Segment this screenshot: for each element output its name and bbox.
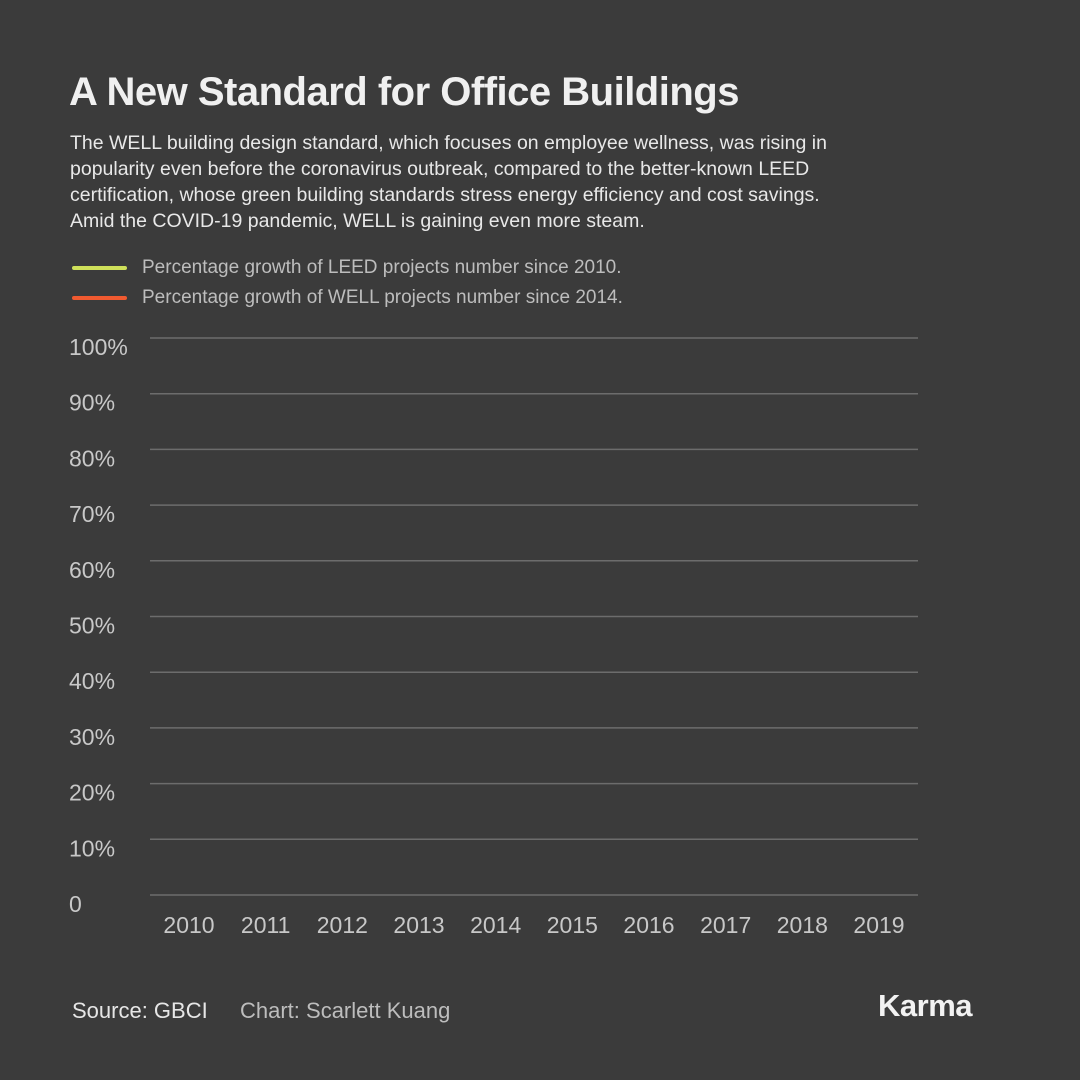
x-tick-label: 2014 xyxy=(470,912,521,938)
y-axis-ticks: 0 10% 20% 30% 40% 50% 60% 70% 80% 90% 100% xyxy=(69,334,128,917)
x-tick-label: 2016 xyxy=(623,912,674,938)
y-tick-label: 40% xyxy=(69,668,115,694)
subtitle-line: popularity even before the coronavirus o… xyxy=(70,158,810,180)
legend-item-leed: Percentage growth of LEED projects numbe… xyxy=(72,256,622,280)
legend-swatch-leed xyxy=(72,266,127,270)
y-tick-label: 90% xyxy=(69,390,115,416)
y-tick-label: 30% xyxy=(69,724,115,750)
y-tick-label: 50% xyxy=(69,613,115,639)
x-tick-label: 2010 xyxy=(163,912,214,938)
y-tick-label: 100% xyxy=(69,334,128,360)
legend-label-well: Percentage growth of WELL projects numbe… xyxy=(142,287,623,308)
subtitle-line: Amid the COVID-19 pandemic, WELL is gain… xyxy=(70,210,645,232)
subtitle-line: The WELL building design standard, which… xyxy=(70,132,827,154)
chart-title: A New Standard for Office Buildings xyxy=(69,70,739,114)
source-note: Source: GBCI xyxy=(72,998,208,1023)
legend-swatch-well xyxy=(72,296,127,300)
x-axis-ticks: 2010 2011 2012 2013 2014 2015 2016 2017 2018 2019 xyxy=(163,912,904,938)
y-tick-label: 0 xyxy=(69,891,82,917)
x-tick-label: 2012 xyxy=(317,912,368,938)
brand-logo: Karma xyxy=(878,988,973,1023)
line-chart: 010%20%30%40%50%60%70%80%90%100% 2010 201… xyxy=(69,334,918,938)
x-tick-label: 2011 xyxy=(241,912,290,938)
subtitle-line: certification, whose green building stan… xyxy=(70,184,820,206)
chart-subtitle: The WELL building design standard, which… xyxy=(70,130,970,234)
y-tick-label: 60% xyxy=(69,557,115,583)
y-tick-label: 80% xyxy=(69,445,115,471)
x-tick-label: 2015 xyxy=(547,912,598,938)
gridlines xyxy=(150,337,918,896)
legend-item-well: Percentage growth of WELL projects numbe… xyxy=(72,286,623,310)
y-tick-label: 10% xyxy=(69,835,115,861)
x-tick-label: 2019 xyxy=(853,912,904,938)
x-tick-label: 2018 xyxy=(777,912,828,938)
x-tick-label: 2013 xyxy=(393,912,444,938)
y-tick-label: 20% xyxy=(69,780,115,806)
chart-credit: Chart: Scarlett Kuang xyxy=(240,998,451,1023)
legend-label-leed: Percentage growth of LEED projects numbe… xyxy=(142,257,622,278)
y-tick-label: 70% xyxy=(69,501,115,527)
x-tick-label: 2017 xyxy=(700,912,751,938)
